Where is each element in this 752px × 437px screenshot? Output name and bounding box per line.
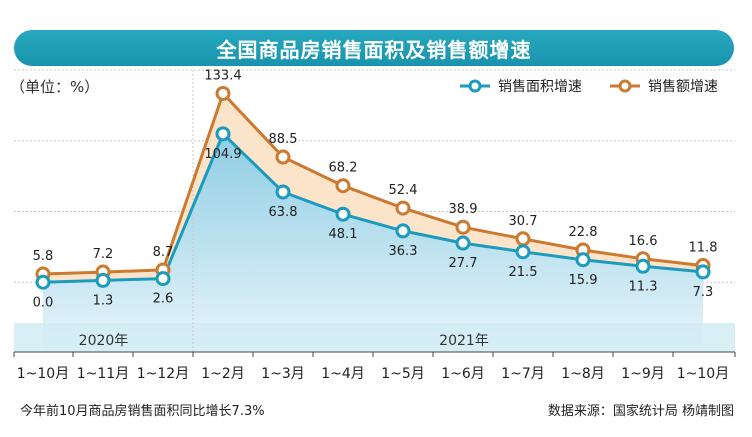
- data-label-amount: 22.8: [569, 225, 598, 240]
- area-fill: [43, 133, 703, 352]
- series-lines: [42, 90, 704, 284]
- data-label-amount: 8.7: [153, 245, 174, 260]
- series-line-amount: [42, 90, 704, 276]
- point-amount: [515, 231, 531, 247]
- x-tick-label: 1~7月: [501, 366, 545, 382]
- data-label-area: 15.9: [569, 273, 598, 288]
- data-label-area: 36.3: [389, 244, 418, 259]
- point-amount: [215, 85, 231, 101]
- data-label-area: 48.1: [329, 227, 358, 242]
- year-label: 2021年: [439, 333, 489, 349]
- year-band: 2020年 2021年: [14, 70, 735, 352]
- x-tick-label: 1~10月: [677, 366, 729, 382]
- x-axis: 1~10月 1~11月 1~12月 1~2月 1~3月 1~4月 1~5月 1~6月 1~7月 1…: [13, 351, 736, 382]
- point-area: [575, 252, 591, 268]
- x-tick-label: 1~9月: [621, 366, 665, 382]
- point-area: [35, 274, 51, 290]
- point-area: [275, 184, 291, 200]
- data-label-area: 1.3: [93, 293, 114, 308]
- x-tick-label: 1~11月: [77, 366, 129, 382]
- footer-note: 今年前10月商品房销售面积同比增长7.3%: [20, 404, 265, 419]
- legend-swatch-marker: [618, 79, 632, 93]
- data-label-amount: 68.2: [329, 161, 358, 176]
- point-amount: [455, 219, 471, 235]
- legend-label: 销售面积增速: [498, 79, 582, 95]
- data-label-area: 11.3: [629, 279, 658, 294]
- data-label-amount: 7.2: [93, 247, 114, 262]
- data-label-amount: 88.5: [269, 132, 298, 147]
- chart-title: 全国商品房销售面积及销售额增速: [216, 37, 532, 62]
- legend: 销售面积增速 销售额增速: [460, 79, 718, 95]
- data-label-amount: 11.8: [689, 241, 718, 256]
- data-label-area: 27.7: [449, 256, 478, 271]
- point-area: [95, 272, 111, 288]
- data-labels: 5.8 7.2 8.7 133.4 88.5 68.2 52.4 38.9 30.7 22.8 16…: [33, 68, 718, 310]
- point-area: [215, 126, 231, 142]
- data-label-amount: 38.9: [449, 202, 478, 217]
- year-label: 2020年: [79, 333, 129, 349]
- point-amount: [275, 149, 291, 165]
- footer-source: 数据来源：国家统计局 杨靖制图: [547, 404, 734, 419]
- x-tick-label: 1~3月: [261, 366, 305, 382]
- data-label-area: 104.9: [204, 147, 241, 162]
- x-tick-label: 1~12月: [137, 366, 189, 382]
- point-amount: [395, 200, 411, 216]
- data-label-area: 63.8: [269, 205, 298, 220]
- legend-label: 销售额增速: [648, 79, 718, 95]
- point-area: [635, 258, 651, 274]
- x-tick-label: 1~10月: [17, 366, 69, 382]
- x-tick-label: 1~6月: [441, 366, 485, 382]
- data-label-amount: 16.6: [629, 234, 658, 249]
- x-tick-label: 1~5月: [381, 366, 425, 382]
- unit-label: （单位：%）: [10, 78, 99, 96]
- legend-swatch-marker: [468, 79, 482, 93]
- data-label-amount: 52.4: [389, 183, 418, 198]
- series-line-area: [42, 131, 704, 284]
- data-label-area: 7.3: [693, 285, 714, 300]
- data-label-amount: 5.8: [33, 249, 54, 264]
- data-label-area: 21.5: [509, 265, 538, 280]
- point-amount: [335, 178, 351, 194]
- point-area: [455, 235, 471, 251]
- x-tick-label: 1~2月: [201, 366, 245, 382]
- year-band-rect: [14, 323, 735, 352]
- point-area: [695, 264, 711, 280]
- x-tick-label: 1~4月: [321, 366, 365, 382]
- data-label-amount: 133.4: [204, 68, 241, 83]
- series-points: [35, 85, 711, 290]
- point-area: [515, 244, 531, 260]
- title-bar: 全国商品房销售面积及销售额增速: [14, 30, 734, 66]
- x-tick-label: 1~8月: [561, 366, 605, 382]
- data-label-amount: 30.7: [509, 214, 538, 229]
- data-label-area: 2.6: [153, 292, 174, 307]
- data-label-area: 0.0: [33, 295, 54, 310]
- point-area: [335, 206, 351, 222]
- point-area: [395, 223, 411, 239]
- point-area: [155, 271, 171, 287]
